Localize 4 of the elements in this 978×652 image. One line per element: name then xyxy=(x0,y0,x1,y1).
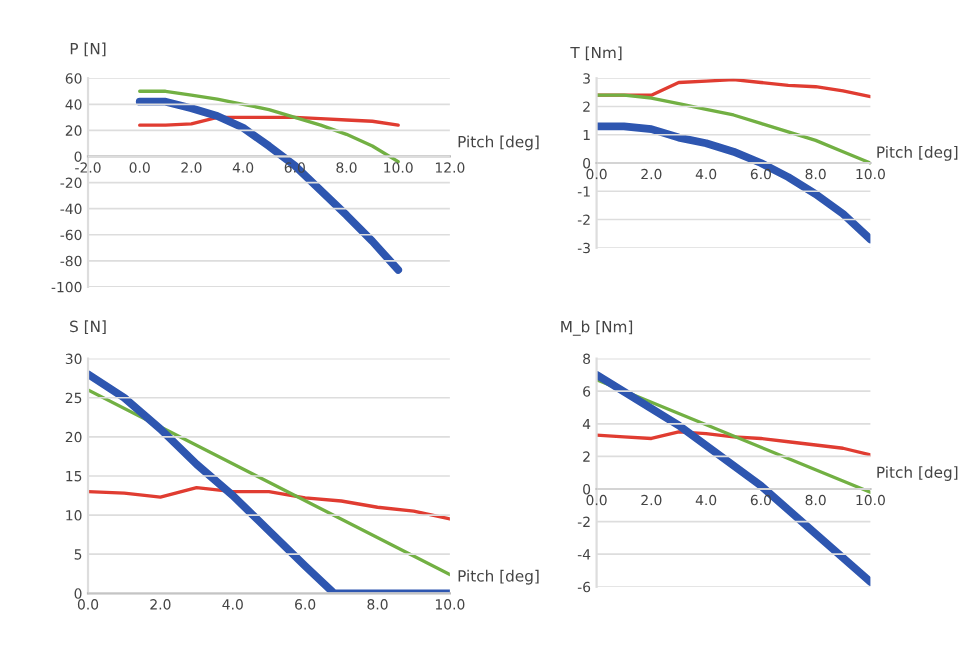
line-series xyxy=(596,93,871,165)
line-series xyxy=(88,486,450,521)
line-series xyxy=(596,430,871,457)
line-series xyxy=(138,89,400,164)
